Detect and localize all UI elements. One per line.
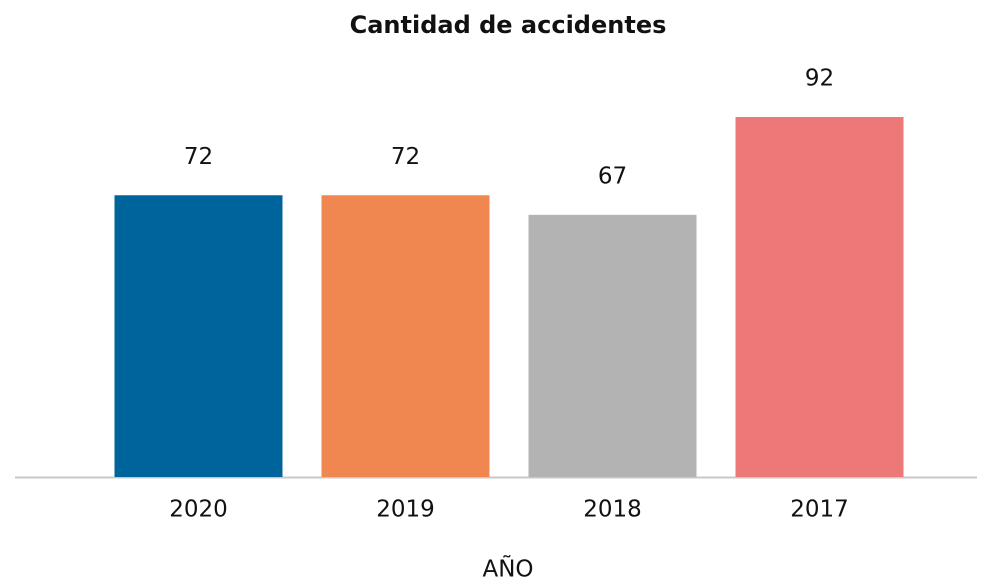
value-label: 67 bbox=[598, 163, 627, 189]
value-label: 92 bbox=[805, 66, 834, 92]
x-tick-label: 2020 bbox=[169, 497, 228, 523]
value-label: 72 bbox=[391, 144, 420, 170]
value-label: 72 bbox=[184, 144, 213, 170]
x-tick-label: 2018 bbox=[583, 497, 642, 523]
x-tick-label: 2019 bbox=[376, 497, 435, 523]
chart-title: Cantidad de accidentes bbox=[350, 11, 667, 39]
bar bbox=[114, 195, 283, 477]
bar bbox=[735, 117, 904, 477]
x-tick-label: 2017 bbox=[790, 497, 849, 523]
bar bbox=[528, 214, 697, 477]
bar bbox=[321, 195, 490, 477]
x-axis-title: AÑO bbox=[482, 555, 533, 583]
